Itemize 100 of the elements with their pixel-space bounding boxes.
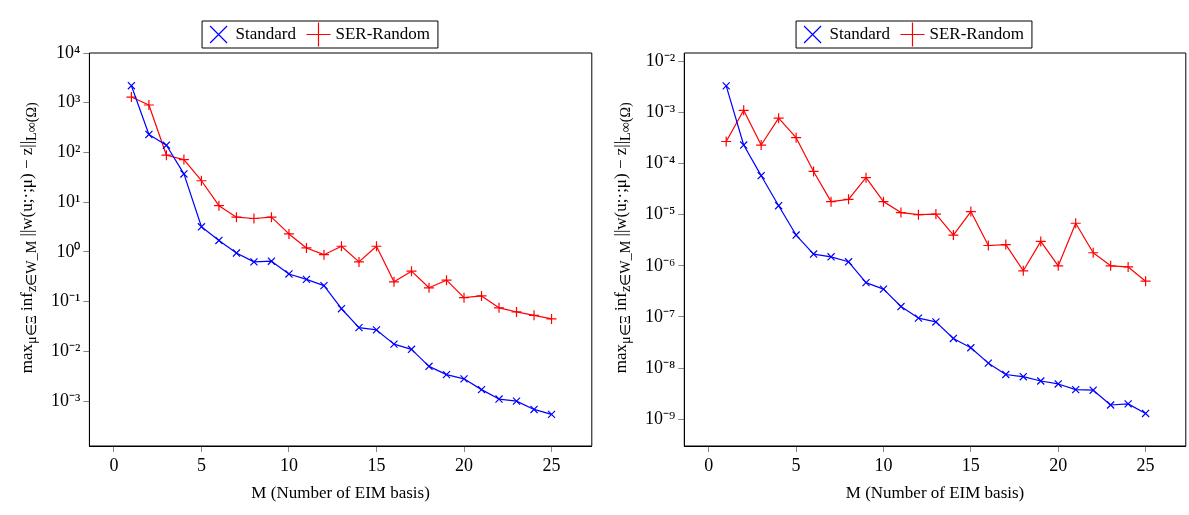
point <box>144 130 154 139</box>
x-tick-label: 10 <box>279 454 298 475</box>
point <box>354 323 364 332</box>
point <box>1054 379 1063 389</box>
point <box>230 211 243 223</box>
point <box>947 229 959 241</box>
point <box>424 362 434 371</box>
point <box>738 104 750 116</box>
x-tick-label: 5 <box>791 454 801 475</box>
point <box>267 257 276 266</box>
point <box>1071 385 1080 394</box>
y-tick-label: 10⁴ <box>56 41 81 62</box>
point <box>213 200 225 212</box>
point <box>125 91 138 103</box>
point <box>510 306 523 318</box>
point <box>178 153 190 166</box>
point <box>1001 370 1010 379</box>
legend-label: SER-Random <box>929 23 1024 43</box>
point <box>1052 260 1064 272</box>
y-tick-label: 10⁻⁴ <box>644 152 676 173</box>
point <box>930 208 942 220</box>
y-tick-label: 10⁻⁸ <box>644 356 676 377</box>
point <box>477 385 486 394</box>
point <box>722 81 731 91</box>
point <box>197 222 206 231</box>
y-tick-label: 10⁻¹ <box>50 290 81 311</box>
y-tick-label: 10¹ <box>56 190 81 211</box>
point <box>372 325 381 335</box>
point <box>877 196 890 208</box>
point <box>423 282 435 294</box>
y-tick-label: 10⁻³ <box>50 389 81 410</box>
point <box>984 359 993 368</box>
x-axis-title: M (Number of EIM basis) <box>251 483 430 503</box>
point <box>265 211 278 223</box>
point <box>249 257 259 267</box>
point <box>160 149 173 161</box>
x-tick-label: 15 <box>961 454 980 475</box>
y-tick-label: 10⁻⁵ <box>644 203 676 224</box>
y-tick-label: 10⁻⁷ <box>644 305 676 326</box>
point <box>774 201 783 210</box>
point <box>442 370 451 379</box>
point <box>791 230 801 240</box>
point <box>1017 265 1029 277</box>
y-tick-label: 10⁰ <box>56 240 81 261</box>
point <box>214 236 224 245</box>
point <box>1122 261 1134 273</box>
point <box>825 196 837 208</box>
point <box>440 274 453 286</box>
x-axis-title: M (Number of EIM basis) <box>845 483 1025 503</box>
point <box>179 169 189 179</box>
point <box>773 112 785 124</box>
point <box>809 249 818 259</box>
y-tick-label: 10⁻² <box>645 49 676 70</box>
point <box>232 248 241 258</box>
point <box>1124 399 1133 408</box>
point <box>512 396 521 406</box>
point <box>545 313 558 325</box>
point <box>1019 372 1028 381</box>
point <box>844 257 853 266</box>
point <box>300 242 313 254</box>
legend-label: Standard <box>829 23 891 43</box>
point <box>931 317 941 327</box>
point <box>318 249 330 261</box>
y-tick-label: 10⁻⁶ <box>644 254 676 275</box>
x-tick-label: 20 <box>455 454 474 475</box>
point <box>459 374 469 383</box>
point <box>529 405 539 414</box>
point <box>494 394 504 404</box>
point <box>405 265 418 277</box>
point <box>319 281 329 290</box>
point <box>1089 386 1098 395</box>
point <box>896 302 906 311</box>
point <box>353 256 365 268</box>
point <box>1036 376 1045 386</box>
point <box>914 313 923 323</box>
y-tick-label: 10⁻⁹ <box>644 407 676 428</box>
point <box>860 172 872 184</box>
point <box>842 193 855 205</box>
legend-label: SER-Random <box>335 23 430 43</box>
point <box>949 334 958 343</box>
point <box>337 304 346 313</box>
point <box>195 175 208 187</box>
point <box>757 171 766 180</box>
point <box>335 240 348 252</box>
y-tick-label: 10³ <box>56 91 81 112</box>
point <box>162 141 171 150</box>
point <box>1035 235 1047 248</box>
point <box>879 285 888 294</box>
point <box>248 212 260 225</box>
x-tick-label: 25 <box>542 454 561 475</box>
point <box>388 276 400 288</box>
x-tick-label: 10 <box>874 454 893 475</box>
x-tick-label: 20 <box>1049 454 1068 475</box>
point <box>755 139 767 151</box>
point <box>407 345 416 354</box>
point <box>807 165 820 178</box>
point <box>284 269 294 279</box>
point <box>1106 400 1115 410</box>
point <box>1141 409 1150 418</box>
point <box>1070 217 1082 229</box>
